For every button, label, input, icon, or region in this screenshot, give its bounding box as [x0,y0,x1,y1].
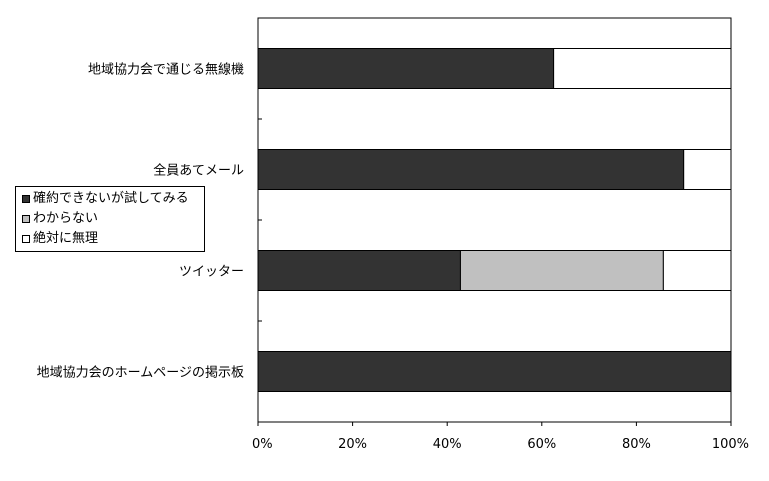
category-label-1: 地域協力会で通じる無線機 [88,62,244,78]
x-tick-label-4: 80% [622,437,651,452]
legend-item-dont-know: わからない [22,209,204,229]
legend: 確約できないが試してみる わからない 絶対に無理 [15,186,205,252]
x-tick-label-5: 100% [712,437,749,452]
bar-absolutely-impossible-1 [553,48,732,89]
legend-swatch-definitely-possible [22,195,30,203]
legend-label-dont-know: わからない [33,211,99,226]
legend-item-definitely-possible: 確約できないが試してみる [22,189,204,209]
legend-swatch-absolutely-impossible [22,235,30,243]
legend-label-absolutely-impossible: 絶対に無理 [33,231,99,246]
bar-dont-know-3 [459,250,664,291]
bar-absolutely-impossible-3 [662,250,732,291]
legend-label-definitely-possible: 確約できないが試してみる [33,191,189,206]
bar-definitely-possible-2 [257,149,685,190]
x-tick-label-2: 40% [433,437,462,452]
legend-swatch-dont-know [22,215,30,223]
bar-definitely-possible-4 [257,351,732,392]
category-label-3: ツイッター [179,265,244,280]
bar-definitely-possible-1 [257,48,555,89]
bar-definitely-possible-3 [257,250,461,291]
x-tick-label-1: 20% [338,437,367,452]
bar-absolutely-impossible-2 [683,149,732,190]
x-tick-label-0: 0% [252,437,273,452]
category-label-2: 全員あてメール [153,163,244,179]
legend-item-absolutely-impossible: 絶対に無理 [22,229,204,249]
x-tick-label-3: 60% [527,437,556,452]
category-label-4: 地域協力会のホームページの掲示板 [37,365,244,381]
